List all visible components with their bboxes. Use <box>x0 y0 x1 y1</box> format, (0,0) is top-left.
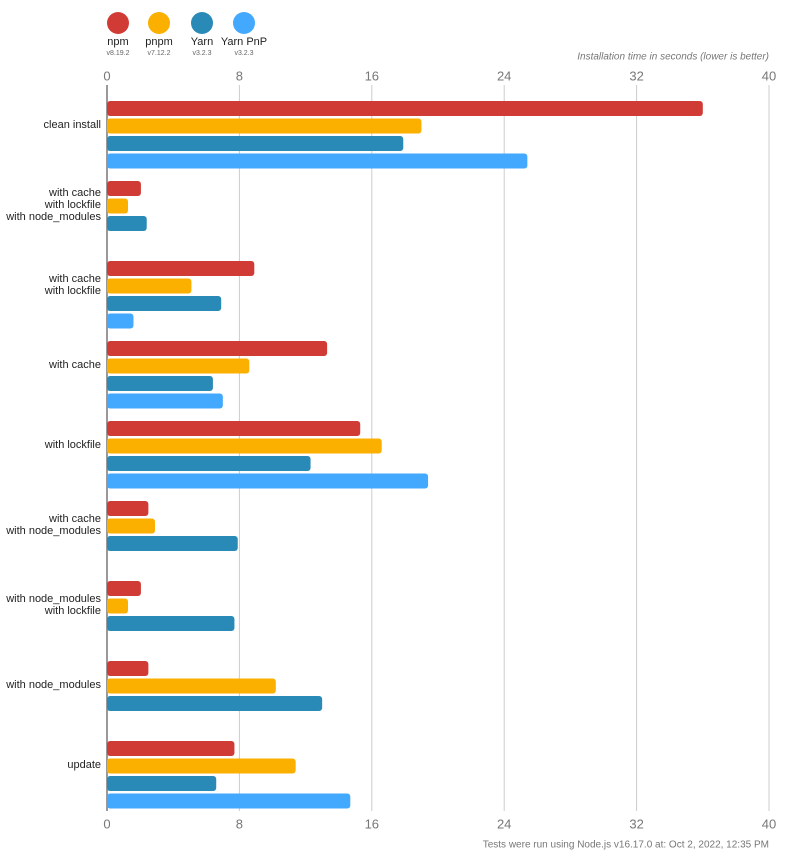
bar <box>107 536 238 551</box>
category-line: with node_modules <box>5 211 101 223</box>
bar <box>107 438 382 454</box>
x-tick-label-top: 16 <box>365 68 379 83</box>
legend-label: pnpm <box>145 36 173 48</box>
x-tick-label-bottom: 8 <box>236 816 243 831</box>
bar <box>107 678 276 694</box>
legend-version: v3.2.3 <box>234 50 253 57</box>
bar <box>107 153 528 169</box>
category-line: with lockfile <box>44 439 101 451</box>
legend-version: v3.2.3 <box>192 50 211 57</box>
category-label: with cache with lockfile <box>44 273 101 297</box>
bar <box>107 616 235 631</box>
category-line: with cache <box>48 187 101 199</box>
bar <box>107 456 311 471</box>
bar <box>107 741 235 756</box>
bar <box>107 136 404 151</box>
category-label: clean install <box>44 119 101 131</box>
category-line: with lockfile <box>44 605 101 617</box>
category-label: with node_modules <box>5 679 101 691</box>
bar <box>107 118 422 134</box>
bar <box>107 598 129 614</box>
bar <box>107 376 213 391</box>
category-label: with cache with node_modules <box>5 513 101 537</box>
bar <box>107 793 351 809</box>
bar <box>107 216 147 231</box>
category-line: with node_modules <box>5 679 101 691</box>
legend-version: v7.12.2 <box>148 50 171 57</box>
bar <box>107 341 328 356</box>
bar <box>107 198 129 214</box>
bar <box>107 181 141 196</box>
bar <box>107 261 255 276</box>
category-label: with node_modules with lockfile <box>5 593 101 617</box>
category-label: with cache <box>48 359 101 371</box>
category-line: with cache <box>48 513 101 525</box>
x-tick-label-top: 0 <box>103 68 110 83</box>
bar <box>107 421 361 436</box>
bar <box>107 776 217 791</box>
legend-swatch <box>191 12 213 34</box>
category-line: with cache <box>48 359 101 371</box>
legend-version: v8.19.2 <box>107 50 130 57</box>
x-tick-label-bottom: 16 <box>365 816 379 831</box>
category-line: with lockfile <box>44 199 101 211</box>
category-line: with cache <box>48 273 101 285</box>
x-tick-label-bottom: 24 <box>497 816 511 831</box>
category-line: with node_modules <box>5 593 101 605</box>
legend-swatch <box>107 12 129 34</box>
legend-swatch <box>148 12 170 34</box>
bar <box>107 278 192 294</box>
bar <box>107 358 250 374</box>
category-line: with lockfile <box>44 285 101 297</box>
x-tick-label-bottom: 32 <box>629 816 643 831</box>
legend-swatch <box>233 12 255 34</box>
bar <box>107 661 149 676</box>
x-tick-label-bottom: 0 <box>103 816 110 831</box>
footnote: Tests were run using Node.js v16.17.0 at… <box>483 840 769 851</box>
x-tick-label-top: 32 <box>629 68 643 83</box>
x-tick-label-bottom: 40 <box>762 816 776 831</box>
x-tick-label-top: 40 <box>762 68 776 83</box>
category-label: with cache with lockfile with node_modules <box>5 187 101 223</box>
bar <box>107 696 323 711</box>
bar <box>107 501 149 516</box>
bar <box>107 296 222 311</box>
category-line: update <box>67 759 101 771</box>
category-label: update <box>67 759 101 771</box>
legend-label: npm <box>107 36 128 48</box>
legend-label: Yarn PnP <box>221 36 267 48</box>
category-line: with node_modules <box>5 525 101 537</box>
bar <box>107 393 223 409</box>
bar <box>107 473 429 489</box>
bar <box>107 758 296 774</box>
bar <box>107 101 703 116</box>
category-line: clean install <box>44 119 101 131</box>
axis-title: Installation time in seconds (lower is b… <box>577 52 769 63</box>
bar <box>107 581 141 596</box>
bar <box>107 313 134 329</box>
legend-label: Yarn <box>191 36 213 48</box>
x-tick-label-top: 8 <box>236 68 243 83</box>
x-tick-label-top: 24 <box>497 68 511 83</box>
category-label: with lockfile <box>44 439 101 451</box>
bar <box>107 518 155 534</box>
